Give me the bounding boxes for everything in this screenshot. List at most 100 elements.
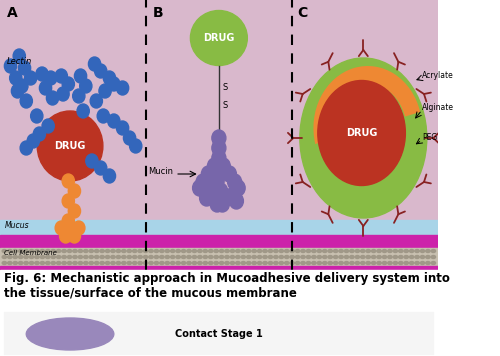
Text: PEG: PEG [422,134,437,142]
Ellipse shape [138,250,142,252]
Ellipse shape [415,256,420,258]
Ellipse shape [149,262,153,265]
Ellipse shape [279,262,283,265]
Ellipse shape [192,256,196,258]
Ellipse shape [246,256,251,258]
Ellipse shape [301,256,305,258]
Ellipse shape [382,262,386,265]
Circle shape [80,79,92,93]
Ellipse shape [30,250,34,252]
Ellipse shape [410,262,414,265]
Ellipse shape [284,250,289,252]
Circle shape [116,121,128,135]
Ellipse shape [214,256,218,258]
Ellipse shape [339,250,343,252]
Circle shape [216,196,230,212]
Ellipse shape [355,256,360,258]
Ellipse shape [372,250,376,252]
Ellipse shape [100,256,104,258]
Ellipse shape [388,250,392,252]
Ellipse shape [230,262,234,265]
Ellipse shape [263,256,267,258]
Ellipse shape [78,250,82,252]
Ellipse shape [160,250,164,252]
Ellipse shape [192,262,196,265]
Ellipse shape [377,250,382,252]
Circle shape [57,87,69,101]
Text: DRUG: DRUG [203,33,234,43]
Circle shape [217,188,231,204]
Circle shape [27,134,40,148]
Circle shape [231,180,245,196]
Ellipse shape [404,256,408,258]
Ellipse shape [426,262,430,265]
Ellipse shape [40,250,44,252]
Ellipse shape [426,250,430,252]
Ellipse shape [160,262,164,265]
Ellipse shape [84,262,88,265]
Ellipse shape [284,262,289,265]
Circle shape [200,190,213,206]
Ellipse shape [404,250,408,252]
Ellipse shape [377,262,382,265]
Ellipse shape [410,250,414,252]
Ellipse shape [187,250,191,252]
Ellipse shape [312,262,316,265]
Bar [0,248,438,266]
Ellipse shape [258,262,262,265]
Circle shape [74,69,86,83]
Ellipse shape [317,256,322,258]
Ellipse shape [208,262,213,265]
Circle shape [208,158,222,174]
Ellipse shape [355,250,360,252]
Ellipse shape [144,262,148,265]
Ellipse shape [300,58,427,218]
Ellipse shape [100,262,104,265]
Ellipse shape [170,262,175,265]
Ellipse shape [258,250,262,252]
Ellipse shape [322,262,327,265]
Ellipse shape [252,256,256,258]
Ellipse shape [398,256,403,258]
Ellipse shape [225,250,229,252]
Circle shape [62,194,74,208]
Circle shape [77,104,90,118]
Circle shape [104,71,116,85]
Text: Contact Stage 1: Contact Stage 1 [175,329,263,339]
Circle shape [16,79,28,93]
Ellipse shape [241,256,246,258]
Ellipse shape [268,256,272,258]
Circle shape [210,173,224,189]
Circle shape [124,131,136,145]
Circle shape [62,214,74,228]
Ellipse shape [132,250,137,252]
Ellipse shape [138,256,142,258]
Ellipse shape [84,256,88,258]
Circle shape [60,229,72,243]
Ellipse shape [431,250,436,252]
Ellipse shape [62,250,66,252]
Ellipse shape [89,250,94,252]
Ellipse shape [122,256,126,258]
Ellipse shape [274,256,278,258]
Ellipse shape [225,256,229,258]
Ellipse shape [339,256,343,258]
Ellipse shape [274,262,278,265]
Bar [0,0,438,270]
Text: B: B [153,6,164,20]
Ellipse shape [279,256,283,258]
Bar [0,270,438,310]
Ellipse shape [290,256,294,258]
Ellipse shape [94,262,99,265]
Text: Mucus: Mucus [4,221,29,230]
Ellipse shape [127,262,132,265]
Ellipse shape [18,256,23,258]
Bar [0,235,438,248]
Circle shape [203,183,217,199]
Ellipse shape [2,250,6,252]
Circle shape [94,161,107,175]
Ellipse shape [263,250,267,252]
Ellipse shape [318,80,406,185]
Ellipse shape [236,262,240,265]
Ellipse shape [268,250,272,252]
